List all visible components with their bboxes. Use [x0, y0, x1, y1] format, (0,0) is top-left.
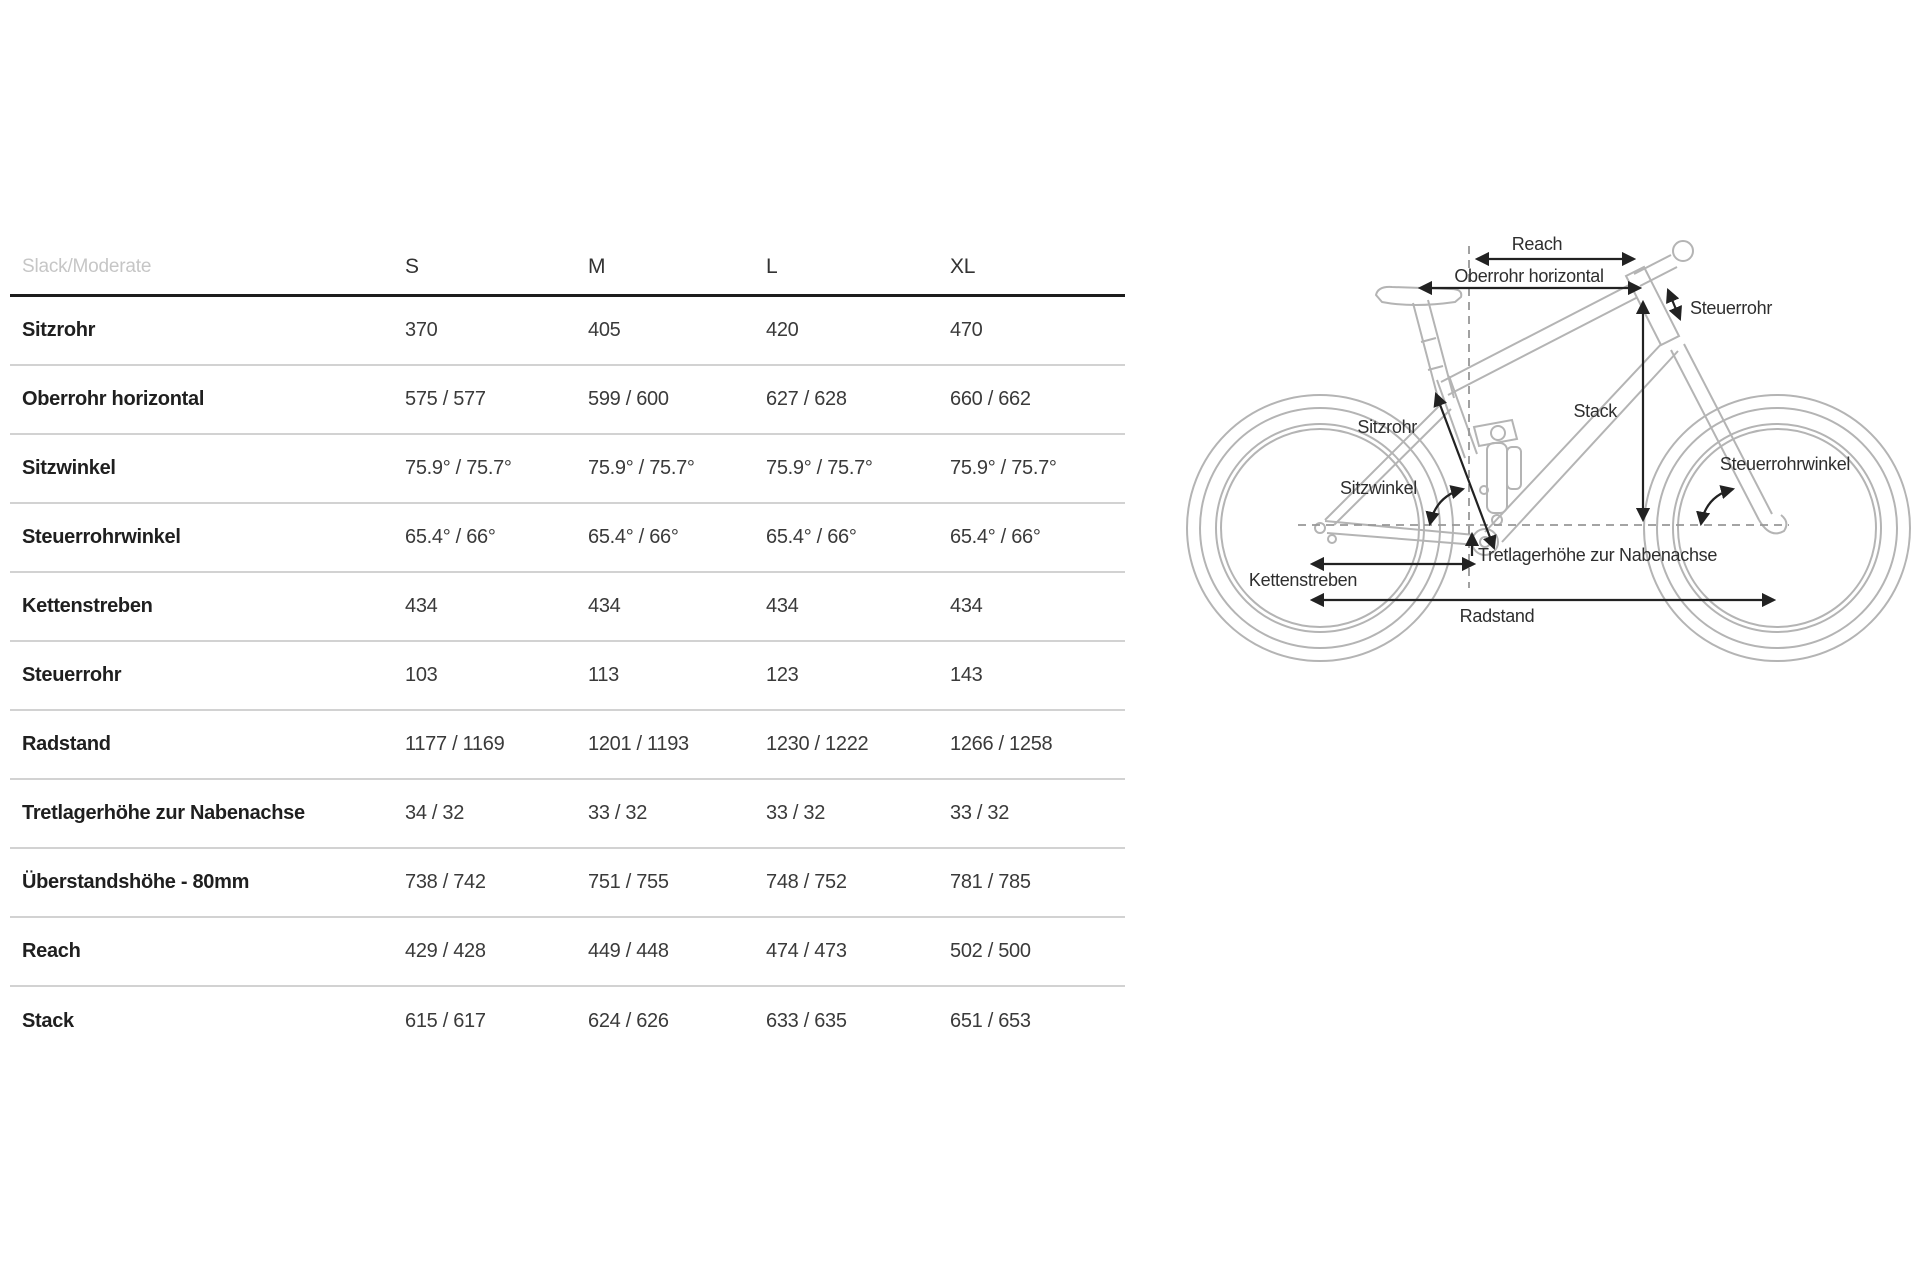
column-header-l: L	[766, 255, 778, 278]
row-label: Überstandshöhe - 80mm	[22, 871, 250, 893]
cell-xl: 143	[950, 664, 983, 686]
diagram-label-tretlagerhoehe: Tretlagerhöhe zur Nabenachse	[1478, 545, 1717, 565]
cell-m: 113	[588, 664, 619, 686]
table-row-kettenstreben: Kettenstreben 434 434 434 434	[10, 573, 1125, 642]
row-label: Tretlagerhöhe zur Nabenachse	[22, 802, 305, 824]
measurement-annotations: Reach Oberrohr horizontal Steuerrohr Sta…	[1249, 234, 1851, 626]
row-label: Steuerrohrwinkel	[22, 526, 181, 548]
row-label: Sitzwinkel	[22, 457, 116, 479]
cell-s: 75.9° / 75.7°	[405, 457, 512, 479]
cell-xl: 781 / 785	[950, 871, 1031, 893]
cell-xl: 660 / 662	[950, 388, 1031, 410]
cell-l: 33 / 32	[766, 802, 826, 824]
cell-l: 123	[766, 664, 799, 686]
cell-s: 103	[405, 664, 438, 686]
sitzwinkel-arc	[1425, 485, 1466, 527]
table-row-stack: Stack 615 / 617 624 / 626 633 / 635 651 …	[10, 987, 1125, 1056]
cell-xl: 651 / 653	[950, 1010, 1031, 1032]
cell-s: 1177 / 1169	[405, 733, 505, 755]
front-wheel	[1643, 394, 1911, 662]
table-row-radstand: Radstand 1177 / 1169 1201 / 1193 1230 / …	[10, 711, 1125, 780]
cell-m: 751 / 755	[588, 871, 669, 893]
cell-xl: 65.4° / 66°	[950, 526, 1041, 548]
geometry-table: Slack/Moderate S M L XL Sitzrohr 370 405…	[10, 240, 1125, 1056]
cell-m: 405	[588, 319, 621, 341]
cell-m: 1201 / 1193	[588, 733, 689, 755]
sitzrohr-arrow	[1433, 391, 1497, 551]
bike-geometry-diagram: Reach Oberrohr horizontal Steuerrohr Sta…	[1185, 190, 1920, 810]
row-label: Kettenstreben	[22, 595, 153, 617]
cell-s: 615 / 617	[405, 1010, 486, 1032]
table-row-steuerrohr: Steuerrohr 103 113 123 143	[10, 642, 1125, 711]
diagram-label-steuerrohrwinkel: Steuerrohrwinkel	[1720, 454, 1850, 474]
cell-s: 65.4° / 66°	[405, 526, 496, 548]
cell-m: 33 / 32	[588, 802, 648, 824]
diagram-label-sitzrohr: Sitzrohr	[1357, 417, 1417, 437]
cell-l: 627 / 628	[766, 388, 847, 410]
diagram-label-steuerrohr: Steuerrohr	[1690, 298, 1772, 318]
cell-xl: 434	[950, 595, 983, 617]
steuerrohrwinkel-arc	[1696, 485, 1736, 527]
steuerrohr-arrow	[1666, 288, 1682, 321]
table-row-ueberstandshoehe: Überstandshöhe - 80mm 738 / 742 751 / 75…	[10, 849, 1125, 918]
table-row-oberrohr: Oberrohr horizontal 575 / 577 599 / 600 …	[10, 366, 1125, 435]
cell-xl: 502 / 500	[950, 940, 1031, 962]
cell-m: 449 / 448	[588, 940, 669, 962]
cell-s: 434	[405, 595, 438, 617]
cell-s: 738 / 742	[405, 871, 486, 893]
table-row-sitzwinkel: Sitzwinkel 75.9° / 75.7° 75.9° / 75.7° 7…	[10, 435, 1125, 504]
cell-xl: 75.9° / 75.7°	[950, 457, 1057, 479]
cell-xl: 33 / 32	[950, 802, 1010, 824]
diagram-label-stack: Stack	[1573, 401, 1618, 421]
row-label: Stack	[22, 1010, 74, 1032]
cell-m: 599 / 600	[588, 388, 669, 410]
column-header-s: S	[405, 255, 419, 278]
cell-m: 75.9° / 75.7°	[588, 457, 695, 479]
column-header-m: M	[588, 255, 606, 278]
row-label: Reach	[22, 940, 81, 962]
diagram-label-kettenstreben: Kettenstreben	[1249, 570, 1357, 590]
row-label: Oberrohr horizontal	[22, 388, 205, 410]
column-header-xl: XL	[950, 255, 976, 278]
cell-s: 34 / 32	[405, 802, 465, 824]
cell-l: 474 / 473	[766, 940, 847, 962]
cell-l: 633 / 635	[766, 1010, 847, 1032]
table-row-tretlagerhoehe: Tretlagerhöhe zur Nabenachse 34 / 32 33 …	[10, 780, 1125, 849]
cell-l: 65.4° / 66°	[766, 526, 857, 548]
cell-m: 65.4° / 66°	[588, 526, 679, 548]
bike-diagram-svg: Reach Oberrohr horizontal Steuerrohr Sta…	[1186, 234, 1911, 662]
table-corner-label: Slack/Moderate	[22, 256, 152, 277]
cell-s: 429 / 428	[405, 940, 486, 962]
bike-outline-drawing	[1186, 240, 1911, 662]
cell-m: 624 / 626	[588, 1010, 669, 1032]
table-row-steuerrohrwinkel: Steuerrohrwinkel 65.4° / 66° 65.4° / 66°…	[10, 504, 1125, 573]
cell-l: 420	[766, 319, 799, 341]
row-label: Sitzrohr	[22, 319, 96, 341]
cell-l: 434	[766, 595, 799, 617]
cell-l: 1230 / 1222	[766, 733, 869, 755]
geometry-table-header: Slack/Moderate S M L XL	[10, 240, 1125, 297]
cell-l: 748 / 752	[766, 871, 847, 893]
diagram-label-radstand: Radstand	[1460, 606, 1535, 626]
row-label: Radstand	[22, 733, 111, 755]
diagram-label-reach: Reach	[1512, 234, 1563, 254]
cell-l: 75.9° / 75.7°	[766, 457, 873, 479]
cell-xl: 470	[950, 319, 983, 341]
diagram-label-sitzwinkel: Sitzwinkel	[1340, 478, 1417, 498]
diagram-label-oberrohr-horizontal: Oberrohr horizontal	[1454, 266, 1603, 286]
table-row-reach: Reach 429 / 428 449 / 448 474 / 473 502 …	[10, 918, 1125, 987]
cell-s: 370	[405, 319, 438, 341]
geometry-table-body: Sitzrohr 370 405 420 470 Oberrohr horizo…	[10, 297, 1125, 1056]
table-row-sitzrohr: Sitzrohr 370 405 420 470	[10, 297, 1125, 366]
cell-xl: 1266 / 1258	[950, 733, 1053, 755]
cell-m: 434	[588, 595, 621, 617]
cell-s: 575 / 577	[405, 388, 486, 410]
row-label: Steuerrohr	[22, 664, 122, 686]
